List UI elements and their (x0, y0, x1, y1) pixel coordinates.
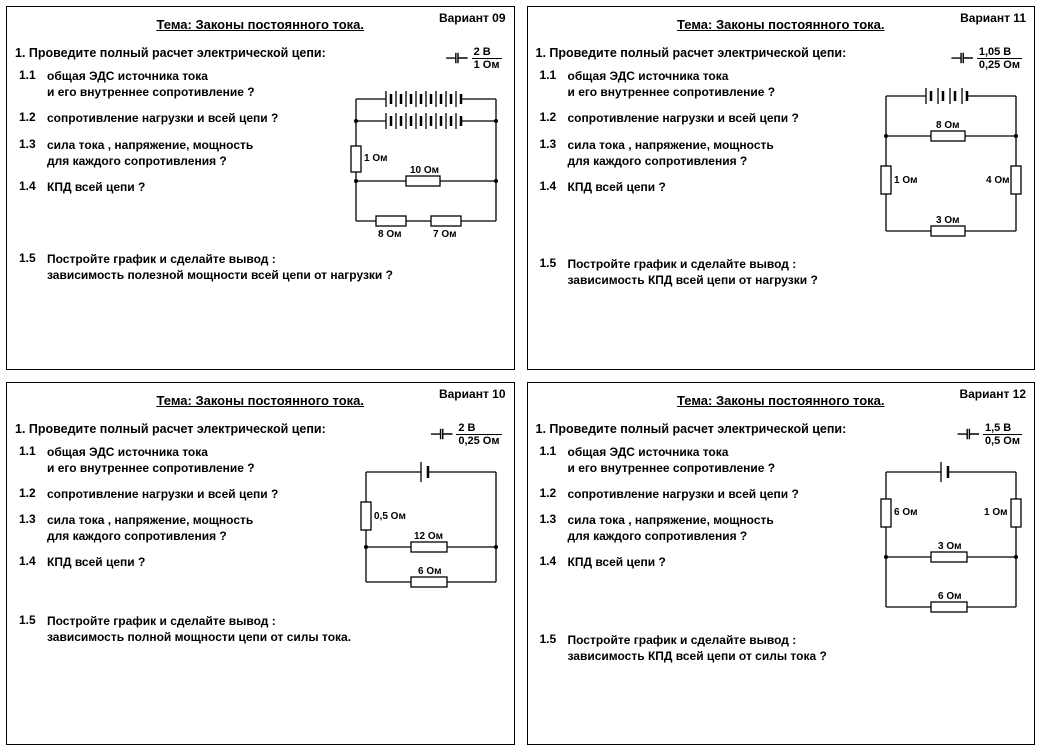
task-root: 1. Проведите полный расчет электрической… (15, 422, 348, 436)
q5-num: 1.5 (19, 251, 47, 265)
q4-text: КПД всей цепи ? (568, 554, 666, 570)
topic-title: Тема: Законы постоянного тока. (536, 17, 1027, 32)
r1-label: 8 Ом (936, 120, 960, 131)
topic-title: Тема: Законы постоянного тока. (15, 393, 506, 408)
r2-label: 12 Ом (414, 531, 443, 542)
r1-label: 0,5 Ом (374, 511, 406, 522)
q3-num: 1.3 (540, 137, 568, 151)
q1-text: общая ЭДС источника тока и его внутренне… (568, 68, 776, 100)
card-v11: Вариант 11 Тема: Законы постоянного тока… (527, 6, 1036, 370)
q2-num: 1.2 (540, 486, 568, 500)
q3-num: 1.3 (540, 512, 568, 526)
topic-title: Тема: Законы постоянного тока. (15, 17, 506, 32)
battery-icon: ⊣⊢ (950, 50, 972, 67)
battery-icon: ⊣⊢ (430, 426, 452, 443)
card-v10: Вариант 10 Тема: Законы постоянного тока… (6, 382, 515, 746)
variant-label: Вариант 12 (959, 387, 1026, 401)
source-spec: ⊣⊢ 1,5 В 0,5 Ом (957, 422, 1022, 447)
r3-label: 4 Ом (986, 175, 1010, 186)
source-spec: ⊣⊢ 2 В 1 Ом (445, 46, 501, 71)
q4-num: 1.4 (540, 554, 568, 568)
circuit-diagram-v12: 6 Ом 1 Ом 3 Ом 6 Ом (876, 457, 1026, 622)
q5-num: 1.5 (540, 256, 568, 270)
q5-text: Постройте график и сделайте вывод : зави… (568, 632, 827, 664)
r3-label: 8 Ом (378, 229, 402, 240)
emf-value: 2 В (472, 46, 502, 59)
q2-text: сопротивление нагрузки и всей цепи ? (47, 486, 278, 502)
source-spec: ⊣⊢ 1,05 В 0,25 Ом (950, 46, 1022, 71)
q2-num: 1.2 (540, 110, 568, 124)
battery-icon: ⊣⊢ (957, 426, 979, 443)
q2-num: 1.2 (19, 110, 47, 124)
emf-value: 2 В (456, 422, 501, 435)
q3-text: сила тока , напряжение, мощность для каж… (568, 512, 774, 544)
task-root: 1. Проведите полный расчет электрической… (536, 46, 869, 60)
rint-value: 0,25 Ом (977, 59, 1022, 71)
q1-text: общая ЭДС источника тока и его внутренне… (47, 68, 255, 100)
variant-label: Вариант 09 (439, 11, 506, 25)
variant-label: Вариант 11 (960, 11, 1026, 25)
q2-text: сопротивление нагрузки и всей цепи ? (47, 110, 278, 126)
q1-text: общая ЭДС источника тока и его внутренне… (568, 444, 776, 476)
q1-num: 1.1 (19, 68, 47, 82)
q3-text: сила тока , напряжение, мощность для каж… (568, 137, 774, 169)
variant-label: Вариант 10 (439, 387, 506, 401)
emf-value: 1,5 В (983, 422, 1022, 435)
r4-label: 3 Ом (936, 215, 960, 226)
r2-label: 10 Ом (410, 165, 439, 176)
r3-label: 6 Ом (418, 566, 442, 577)
topic-title: Тема: Законы постоянного тока. (536, 393, 1027, 408)
card-v09: Вариант 09 Тема: Законы постоянного тока… (6, 6, 515, 370)
r2-label: 1 Ом (984, 507, 1008, 518)
r1-label: 1 Ом (364, 153, 388, 164)
q1-num: 1.1 (540, 444, 568, 458)
q1-text: общая ЭДС источника тока и его внутренне… (47, 444, 255, 476)
q3-text: сила тока , напряжение, мощность для каж… (47, 512, 253, 544)
r3-label: 3 Ом (938, 541, 962, 552)
q5-text: Постройте график и сделайте вывод : зави… (47, 251, 393, 283)
r4-label: 6 Ом (938, 591, 962, 602)
q1-num: 1.1 (540, 68, 568, 82)
q5-text: Постройте график и сделайте вывод : зави… (47, 613, 351, 645)
q5-num: 1.5 (540, 632, 568, 646)
task-root: 1. Проведите полный расчет электрической… (15, 46, 338, 60)
q1-num: 1.1 (19, 444, 47, 458)
q4-num: 1.4 (19, 179, 47, 193)
source-spec: ⊣⊢ 2 В 0,25 Ом (430, 422, 502, 447)
q3-text: сила тока , напряжение, мощность для каж… (47, 137, 253, 169)
q3-num: 1.3 (19, 512, 47, 526)
r2-label: 1 Ом (894, 175, 918, 186)
q2-text: сопротивление нагрузки и всей цепи ? (568, 486, 799, 502)
worksheet-grid: Вариант 09 Тема: Законы постоянного тока… (0, 0, 1041, 751)
q5-num: 1.5 (19, 613, 47, 627)
q4-num: 1.4 (19, 554, 47, 568)
r4-label: 7 Ом (433, 229, 457, 240)
circuit-diagram-v11: 8 Ом 1 Ом 4 Ом 3 Ом (876, 81, 1026, 246)
q2-num: 1.2 (19, 486, 47, 500)
rint-value: 0,5 Ом (983, 435, 1022, 447)
rint-value: 1 Ом (472, 59, 502, 71)
q4-num: 1.4 (540, 179, 568, 193)
card-v12: Вариант 12 Тема: Законы постоянного тока… (527, 382, 1036, 746)
r1-label: 6 Ом (894, 507, 918, 518)
battery-icon: ⊣⊢ (445, 50, 467, 67)
q3-num: 1.3 (19, 137, 47, 151)
rint-value: 0,25 Ом (456, 435, 501, 447)
q4-text: КПД всей цепи ? (568, 179, 666, 195)
task-root: 1. Проведите полный расчет электрической… (536, 422, 869, 436)
circuit-diagram-v09: 1 Ом 10 Ом 8 Ом 7 Ом (346, 81, 506, 241)
circuit-diagram-v10: 0,5 Ом 12 Ом 6 Ом (356, 457, 506, 597)
q5-text: Постройте график и сделайте вывод : зави… (568, 256, 818, 288)
q4-text: КПД всей цепи ? (47, 554, 145, 570)
q2-text: сопротивление нагрузки и всей цепи ? (568, 110, 799, 126)
emf-value: 1,05 В (977, 46, 1022, 59)
q4-text: КПД всей цепи ? (47, 179, 145, 195)
